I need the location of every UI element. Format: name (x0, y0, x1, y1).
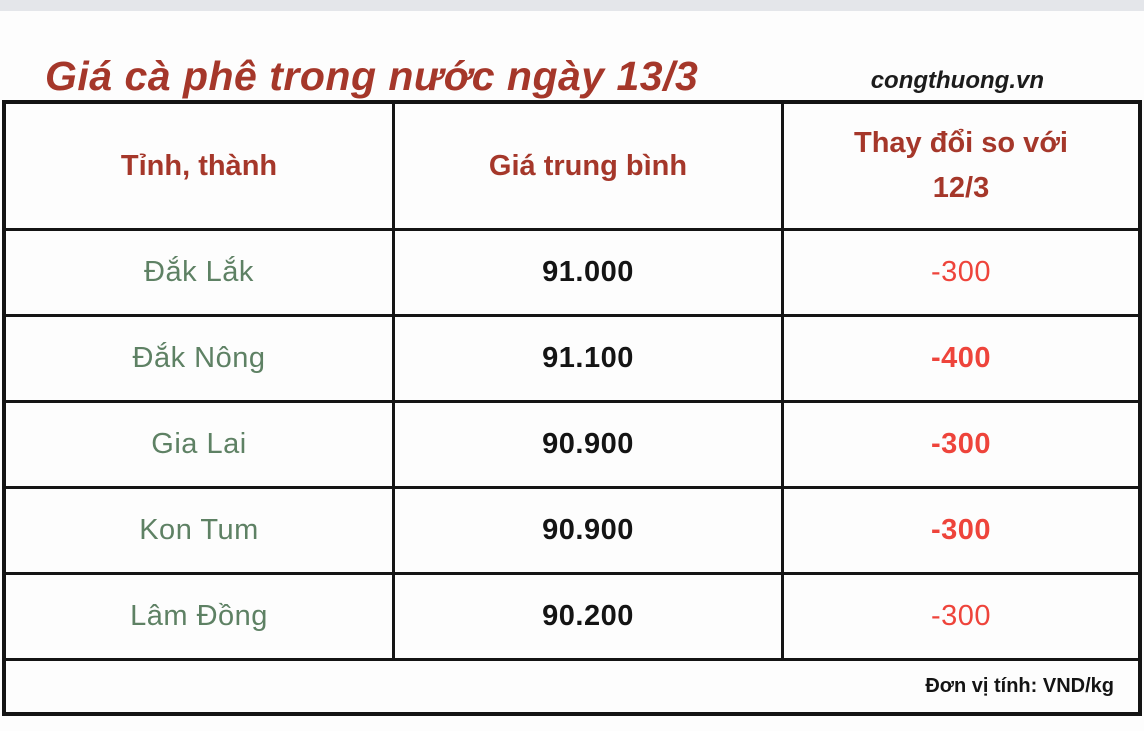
unit-note: Đơn vị tính: VND/kg (925, 675, 1114, 697)
coffee-price-table: Tỉnh, thành Giá trung bình Thay đổi so v… (2, 100, 1142, 716)
column-header-change: Thay đổi so với 12/3 (784, 104, 1138, 228)
change-cell: -300 (930, 514, 992, 546)
table-row: Đắk Nông 91.100 -400 (6, 314, 1138, 400)
header-bar: Giá cà phê trong nước ngày 13/3 congthuo… (0, 11, 1144, 99)
province-cell: Kon Tum (6, 489, 395, 572)
change-cell: -400 (930, 342, 992, 374)
column-header-province: Tỉnh, thành (6, 104, 395, 228)
column-header-avg-price-label: Giá trung bình (488, 149, 688, 182)
column-header-change-line1: Thay đổi so với (854, 127, 1068, 160)
column-header-province-label: Tỉnh, thành (120, 149, 278, 182)
table-row: Gia Lai 90.900 -300 (6, 400, 1138, 486)
province-cell: Đắk Lắk (6, 231, 395, 314)
price-cell: 90.900 (395, 489, 784, 572)
province-cell: Đắk Nông (6, 317, 395, 400)
province-cell: Gia Lai (6, 403, 395, 486)
change-cell: -300 (930, 428, 992, 460)
province-cell: Lâm Đồng (6, 575, 395, 658)
table-row: Lâm Đồng 90.200 -300 (6, 572, 1138, 658)
table-row: Đắk Lắk 91.000 -300 (6, 228, 1138, 314)
column-header-change-line2: 12/3 (932, 172, 990, 204)
table-footer-row: Đơn vị tính: VND/kg (6, 658, 1138, 712)
price-cell: 90.900 (395, 403, 784, 486)
column-header-avg-price: Giá trung bình (395, 104, 784, 228)
source-watermark: congthuong.vn (870, 67, 1044, 94)
change-cell: -300 (930, 600, 992, 632)
page-title: Giá cà phê trong nước ngày 13/3 (45, 53, 699, 99)
price-cell: 91.000 (395, 231, 784, 314)
top-strip (0, 0, 1144, 11)
change-cell: -300 (930, 256, 992, 288)
table-header-row: Tỉnh, thành Giá trung bình Thay đổi so v… (6, 104, 1138, 228)
price-cell: 90.200 (395, 575, 784, 658)
table-row: Kon Tum 90.900 -300 (6, 486, 1138, 572)
price-cell: 91.100 (395, 317, 784, 400)
